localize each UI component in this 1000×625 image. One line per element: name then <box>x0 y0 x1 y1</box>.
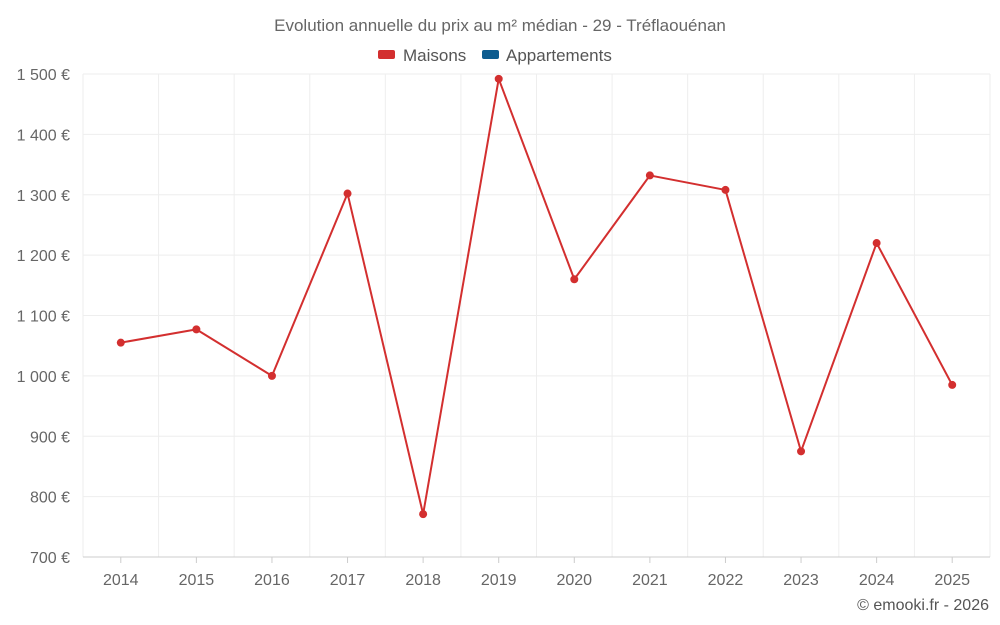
x-tick-label: 2016 <box>254 572 290 589</box>
x-tick-label: 2019 <box>481 572 517 589</box>
data-point-maisons[interactable] <box>721 185 730 194</box>
series-line-maisons <box>120 77 954 516</box>
y-tick-label: 1 400 € <box>17 127 70 144</box>
legend-label-appartements: Appartements <box>506 46 612 65</box>
data-point-maisons[interactable] <box>343 189 352 198</box>
legend-item-maisons[interactable]: Maisons <box>378 46 466 65</box>
legend-label-maisons: Maisons <box>403 46 466 65</box>
x-axis-ticks: 2014 2015 2016 2017 2018 2019 2020 2021 2022 2023… <box>103 557 970 589</box>
y-tick-label: 1 100 € <box>17 309 70 326</box>
x-tick-label: 2021 <box>632 572 668 589</box>
data-point-maisons[interactable] <box>494 74 503 83</box>
gridlines <box>82 73 991 558</box>
y-tick-label: 900 € <box>30 429 70 446</box>
y-tick-label: 1 200 € <box>17 248 70 265</box>
legend-swatch-appartements <box>482 50 499 59</box>
data-point-maisons[interactable] <box>116 338 125 347</box>
x-tick-label: 2020 <box>556 572 592 589</box>
x-tick-label: 2015 <box>179 572 215 589</box>
x-tick-label: 2023 <box>783 572 819 589</box>
data-point-maisons[interactable] <box>872 239 881 248</box>
y-tick-label: 1 500 € <box>17 67 70 84</box>
legend: Maisons Appartements <box>378 46 612 65</box>
x-tick-label: 2017 <box>330 572 366 589</box>
data-point-maisons[interactable] <box>419 510 428 519</box>
data-point-maisons[interactable] <box>797 447 806 456</box>
y-tick-label: 700 € <box>30 550 70 567</box>
y-tick-label: 1 300 € <box>17 188 70 205</box>
data-point-maisons[interactable] <box>267 371 276 380</box>
x-tick-label: 2014 <box>103 572 139 589</box>
y-tick-label: 1 000 € <box>17 369 70 386</box>
data-point-maisons[interactable] <box>570 275 579 284</box>
x-tick-label: 2025 <box>934 572 970 589</box>
data-point-maisons[interactable] <box>192 325 201 334</box>
data-point-maisons[interactable] <box>948 380 957 389</box>
legend-swatch-maisons <box>378 50 395 59</box>
y-tick-label: 800 € <box>30 490 70 507</box>
x-tick-label: 2022 <box>708 572 744 589</box>
x-tick-label: 2024 <box>859 572 895 589</box>
series-group <box>116 74 957 519</box>
legend-item-appartements[interactable]: Appartements <box>482 46 612 65</box>
y-axis-ticks: 700 € 800 € 900 € 1 000 € 1 100 € 1 200 € 1 30… <box>17 67 70 567</box>
chart-title: Evolution annuelle du prix au m² médian … <box>274 16 726 35</box>
credit-text: © emooki.fr - 2026 <box>857 597 989 614</box>
x-tick-label: 2018 <box>405 572 441 589</box>
data-point-maisons[interactable] <box>645 171 654 180</box>
